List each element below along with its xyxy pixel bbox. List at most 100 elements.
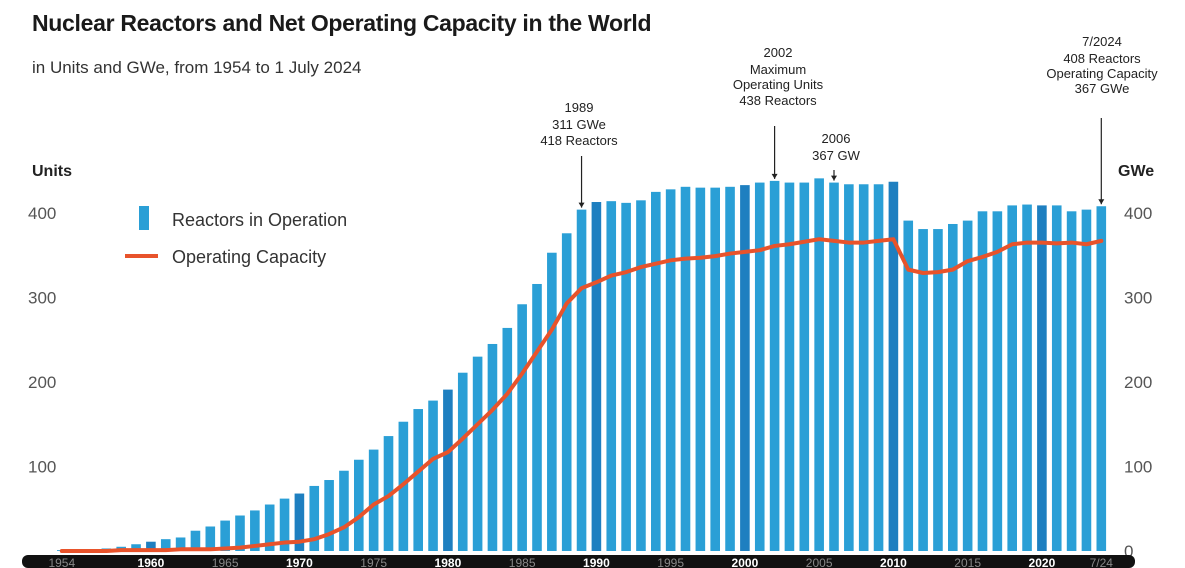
bar-1988 <box>561 233 572 551</box>
bar-2009 <box>873 184 884 551</box>
bar-1987 <box>547 252 557 551</box>
y-ticks-left: 100 200 300 400 <box>28 204 56 477</box>
bar-1989 <box>576 209 587 551</box>
annotation-0-arrow <box>578 202 585 208</box>
y-axis-title-left: Units <box>32 163 72 180</box>
y-tick-left-100: 100 <box>28 458 56 477</box>
y-tick-left-200: 200 <box>28 373 56 392</box>
annotation-0-line-1: 311 GWe <box>552 117 606 132</box>
annotation-3-line-0: 7/2024 <box>1082 34 1122 49</box>
annotation-2-line-0: 2006 <box>822 131 851 146</box>
bar-2010 <box>888 181 899 552</box>
chart-subtitle: in Units and GWe, from 1954 to 1 July 20… <box>32 58 362 77</box>
bar-2005 <box>814 178 824 552</box>
bar-1965 <box>220 520 230 551</box>
bar-1985 <box>517 304 527 551</box>
bar-2021 <box>1051 205 1062 551</box>
bar-1981 <box>457 372 468 551</box>
annotation-1-arrow <box>771 173 778 179</box>
bar-2008 <box>858 184 869 551</box>
annotation-1-line-2: Operating Units <box>733 77 824 92</box>
bar-1997 <box>695 187 706 551</box>
bar-1975 <box>368 449 379 551</box>
bar-2001 <box>754 182 765 551</box>
x-tick-2005: 2005 <box>806 556 833 568</box>
bar-1966 <box>235 515 245 551</box>
bar-1964 <box>205 526 216 551</box>
annotation-3-line-3: 367 GWe <box>1075 81 1130 96</box>
bar-2017 <box>992 211 1003 551</box>
bar-2023 <box>1081 209 1092 551</box>
x-tick-2020: 2020 <box>1029 556 1056 568</box>
annotation-0-line-0: 1989 <box>565 100 594 115</box>
bar-2004 <box>799 182 810 551</box>
bar-1996 <box>680 186 691 551</box>
capacity-line-group <box>59 237 1104 553</box>
legend-label-reactors: Reactors in Operation <box>172 210 347 230</box>
y-tick-right-100: 100 <box>1124 458 1152 477</box>
bar-2003 <box>784 182 795 551</box>
x-tick-1975: 1975 <box>360 556 387 568</box>
bar-1961 <box>160 539 171 551</box>
bar-1969 <box>279 498 290 551</box>
bar-1962 <box>175 537 186 551</box>
bar-2022 <box>1066 211 1077 551</box>
bar-1999 <box>725 186 735 551</box>
x-tick-1980: 1980 <box>435 556 462 568</box>
bar-1963 <box>190 530 201 551</box>
legend-bar-swatch <box>139 206 149 230</box>
annotation-2-arrow <box>831 175 837 181</box>
bar-1982 <box>472 356 483 551</box>
bar-1973 <box>339 470 349 551</box>
annotation-3-line-1: 408 Reactors <box>1063 51 1141 66</box>
y-ticks-right: 0 100 200 300 400 <box>1124 204 1152 561</box>
bar-2016 <box>977 211 988 551</box>
y-tick-right-200: 200 <box>1124 373 1152 392</box>
bar-1970 <box>294 493 305 551</box>
y-tick-right-400: 400 <box>1124 204 1152 223</box>
annotation-0-line-2: 418 Reactors <box>540 133 618 148</box>
bar-1978 <box>413 409 423 551</box>
x-axis-bar <box>22 555 1135 568</box>
annotation-3-arrow <box>1098 199 1105 205</box>
bar-2011 <box>903 220 914 552</box>
bar-2012 <box>918 229 928 551</box>
x-tick-1965: 1965 <box>212 556 239 568</box>
bar-1967 <box>250 510 260 551</box>
bar-1959 <box>131 544 141 551</box>
annotation-3-line-2: Operating Capacity <box>1046 66 1158 81</box>
bar-2006 <box>829 182 839 551</box>
x-tick-2015: 2015 <box>954 556 981 568</box>
bar-1984 <box>502 327 513 551</box>
x-tick-1985: 1985 <box>509 556 536 568</box>
y-tick-left-400: 400 <box>28 204 56 223</box>
x-tick-1970: 1970 <box>286 556 313 568</box>
bar-1993 <box>636 200 646 551</box>
bar-1974 <box>354 459 364 551</box>
bar-1994 <box>651 191 661 552</box>
bar-2000 <box>740 185 750 551</box>
y-tick-right-300: 300 <box>1124 289 1152 308</box>
legend-label-capacity: Operating Capacity <box>172 247 326 267</box>
x-tick-1995: 1995 <box>657 556 684 568</box>
bar-1968 <box>264 504 275 551</box>
annotation-1-line-3: 438 Reactors <box>739 93 817 108</box>
bars-group <box>57 178 1107 552</box>
x-tick-2000: 2000 <box>732 556 759 568</box>
x-axis-band <box>22 555 1135 568</box>
bar-1986 <box>532 283 542 551</box>
annotation-2-line-1: 367 GW <box>812 148 860 163</box>
bar-1979 <box>428 400 438 551</box>
bar-1972 <box>324 480 334 551</box>
bar-2014 <box>948 223 958 552</box>
bar-1995 <box>665 189 676 551</box>
bar-2019 <box>1022 204 1032 552</box>
bar-1990 <box>591 202 602 551</box>
y-tick-right-0: 0 <box>1124 542 1133 561</box>
y-tick-left-300: 300 <box>28 289 56 308</box>
x-tick-7-24: 7/24 <box>1090 556 1114 568</box>
legend: Reactors in Operation Operating Capacity <box>125 206 347 267</box>
x-tick-2010: 2010 <box>880 556 907 568</box>
